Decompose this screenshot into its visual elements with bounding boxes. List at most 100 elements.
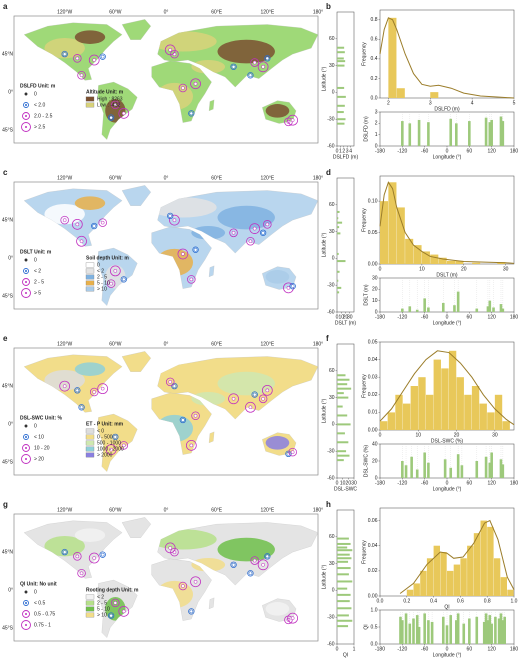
y-axis-label: Latitude (°): [321, 232, 327, 257]
land-region: [217, 39, 275, 64]
bar: [337, 64, 345, 67]
x-tick-label: 0: [446, 314, 449, 320]
bar: [415, 615, 419, 644]
plot-frame: [379, 277, 515, 313]
site-dot: [122, 111, 126, 116]
x-tick-label: 120: [487, 646, 496, 652]
hist-bar: [388, 182, 397, 264]
site-ring: [246, 236, 255, 246]
x-tick-label: 10: [419, 266, 425, 272]
x-tick-label: 1: [339, 148, 342, 154]
site-ring: [178, 581, 188, 591]
site-ring: [164, 44, 176, 56]
x-tick-label: 0: [446, 480, 449, 486]
site-dot: [231, 65, 236, 69]
y-tick-label: 0.05: [368, 230, 378, 236]
bg-legend-label: < 2: [97, 594, 104, 600]
bg-legend-swatch: [85, 96, 95, 102]
x-tick-label: 0.2: [403, 598, 410, 604]
panel-label: f: [326, 334, 329, 343]
legend-symbol: [23, 268, 29, 274]
bar: [337, 542, 351, 545]
y-tick-label: 0.0: [371, 95, 378, 101]
site-dot: [193, 247, 198, 252]
site-dot: [252, 60, 257, 65]
site-ring: [230, 63, 237, 70]
site-ring: [97, 383, 109, 395]
site-ring: [251, 391, 258, 398]
legend-symbol-dot: [25, 624, 27, 626]
site-dot: [193, 81, 198, 86]
bg-legend-swatch: [85, 428, 95, 434]
hist-bar: [380, 201, 389, 264]
lat-tick-label: 0°: [8, 588, 13, 594]
hist-bar: [430, 254, 439, 264]
bar: [399, 616, 402, 644]
legend-label: < 2.0: [34, 102, 45, 108]
site-dot: [62, 218, 67, 222]
lon-tick-label: 60°E: [211, 175, 223, 181]
continent: [208, 431, 215, 444]
bg-legend-label: 0 - 500: [97, 434, 113, 440]
site-dot: [248, 405, 253, 410]
site-ring: [165, 377, 175, 387]
legend-symbol: [21, 122, 31, 132]
legend-label: < 0.5: [34, 600, 45, 606]
land-region: [191, 60, 226, 74]
x-tick-label: 120: [487, 480, 496, 486]
site-ring: [89, 387, 99, 397]
y-tick-label: 60: [329, 202, 335, 208]
site-dot: [113, 601, 118, 605]
panel-label: d: [326, 168, 331, 177]
bar: [449, 118, 453, 146]
bg-legend-title: ET - P Unit: mm: [86, 421, 124, 427]
site-dot: [122, 277, 126, 282]
legend-symbol: [23, 102, 29, 108]
legend-title: DSLT Unit: m: [20, 249, 52, 255]
y-axis-label: QI: [363, 624, 369, 629]
x-tick-label: 1: [353, 646, 356, 652]
lon-tick-label: 0°: [164, 175, 169, 181]
site-dot: [261, 563, 265, 567]
hist-bar: [406, 589, 414, 596]
bg-legend-label: 0: [97, 262, 100, 268]
site-dot: [62, 384, 67, 388]
x-tick-label: 30: [492, 432, 498, 438]
x-tick-label: 2: [342, 148, 345, 154]
land-region: [74, 528, 106, 542]
x-tick-label: -180: [375, 314, 385, 320]
hist-bar: [464, 394, 472, 430]
bar: [501, 464, 505, 478]
bar: [337, 232, 341, 235]
site-ring: [257, 559, 269, 571]
x-axis-label: DSLFD (m): [333, 154, 359, 160]
hist-bar: [471, 386, 480, 430]
y-tick-label: -30: [327, 283, 334, 289]
legend-symbol: [21, 620, 31, 630]
y-axis-label: Frequency: [361, 374, 367, 398]
bar: [337, 57, 344, 60]
bar: [445, 625, 449, 644]
plot-frame: [379, 9, 515, 99]
bar: [337, 567, 351, 570]
site-ring: [118, 605, 130, 617]
bar: [337, 414, 348, 417]
y-tick-label: 0: [332, 256, 335, 262]
site-ring: [287, 612, 299, 624]
lat-tick-label: 45°N: [2, 383, 14, 389]
bar: [441, 616, 445, 644]
site-dot: [92, 390, 96, 394]
legend-symbol-dot: [25, 126, 27, 128]
hist-bar: [502, 421, 510, 430]
hist-bar: [493, 558, 501, 596]
bar: [427, 462, 430, 478]
x-tick-label: 180: [510, 148, 519, 154]
site-dot: [189, 443, 194, 448]
continent: [121, 19, 151, 40]
hist-bar: [487, 526, 494, 596]
bar: [337, 396, 349, 399]
x-tick-label: -180: [375, 148, 385, 154]
continent: [121, 185, 151, 206]
bar: [337, 226, 340, 229]
land-region: [265, 104, 290, 118]
